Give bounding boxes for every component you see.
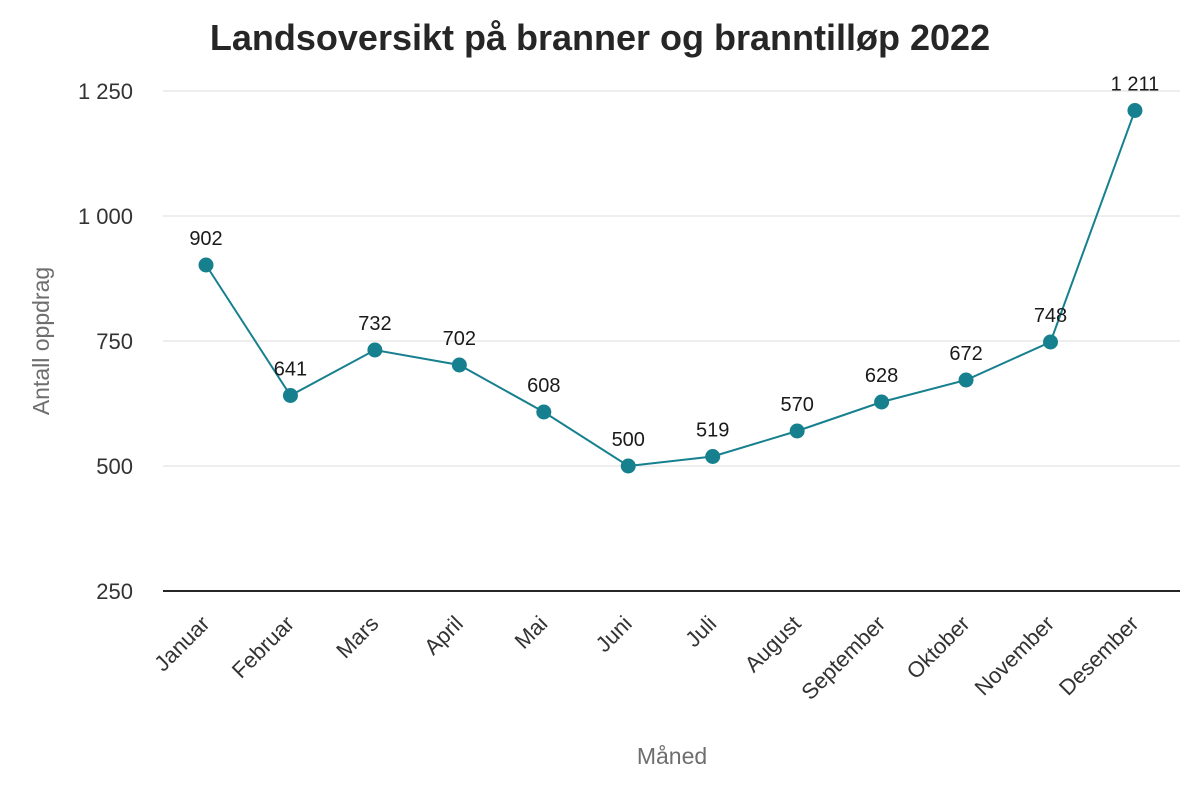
- data-point: [367, 342, 383, 358]
- x-tick-label: Januar: [149, 611, 214, 676]
- data-point: [958, 372, 974, 388]
- data-point: [620, 458, 636, 474]
- gridlines: [163, 90, 1180, 592]
- y-axis-ticks: 250 500 750 1 000 1 250: [78, 79, 133, 604]
- data-label: 628: [865, 365, 898, 387]
- data-point: [705, 449, 721, 464]
- data-label: 1 211: [1111, 74, 1160, 96]
- data-point: [282, 388, 298, 403]
- series-line: [205, 110, 1136, 468]
- data-point: [1127, 103, 1143, 118]
- x-axis-title: Måned: [637, 743, 707, 769]
- data-label: 608: [527, 375, 560, 397]
- data-label: 672: [949, 343, 982, 365]
- x-tick-label: Februar: [227, 611, 299, 683]
- x-tick-label: Juni: [591, 611, 637, 657]
- data-point: [789, 423, 805, 439]
- x-tick-label: Desember: [1054, 611, 1143, 700]
- x-tick-label: Juli: [680, 611, 721, 652]
- data-label: 702: [443, 328, 476, 350]
- y-axis-title: Antall oppdrag: [28, 267, 54, 415]
- data-point: [1043, 334, 1058, 350]
- y-tick-label: 500: [96, 454, 133, 479]
- data-label: 732: [358, 313, 391, 335]
- data-label: 641: [274, 359, 307, 381]
- data-label: 570: [780, 394, 813, 416]
- data-label: 500: [612, 429, 645, 451]
- y-tick-label: 750: [96, 329, 133, 354]
- data-point: [874, 394, 890, 410]
- data-point: [198, 257, 214, 273]
- data-label: 519: [696, 420, 729, 442]
- data-labels: 902 641 732 702 608 500 519 570 628 672 748 1 211: [189, 74, 1159, 452]
- data-label: 902: [189, 228, 222, 250]
- x-tick-label: Oktober: [902, 611, 975, 684]
- x-tick-label: November: [970, 611, 1059, 700]
- data-point: [451, 357, 467, 373]
- x-tick-label: April: [419, 611, 468, 660]
- x-tick-label: Mars: [331, 611, 383, 663]
- x-axis-ticks: Januar Februar Mars April Mai Juni Juli AugustS…: [149, 611, 1143, 705]
- chart-title: Landsoversikt på branner og branntilløp …: [210, 17, 990, 58]
- y-tick-label: 1 250: [78, 79, 133, 104]
- x-tick-label: Mai: [510, 611, 553, 654]
- y-tick-label: 250: [96, 579, 133, 604]
- series-layer: [198, 103, 1143, 474]
- y-tick-label: 1 000: [78, 204, 133, 229]
- data-point: [536, 404, 552, 420]
- x-tick-label: August: [740, 611, 806, 677]
- x-tick-label: September: [796, 611, 890, 705]
- data-label: 748: [1034, 305, 1067, 327]
